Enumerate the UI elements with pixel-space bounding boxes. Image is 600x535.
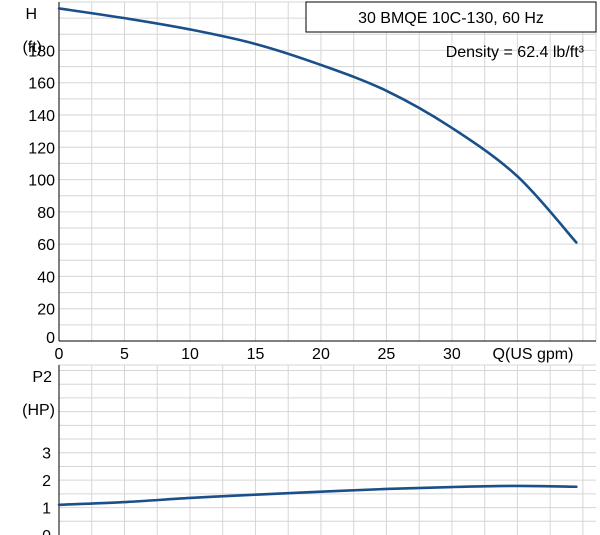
head-y-axis-label: H <box>25 6 37 23</box>
power-y-tick-labels: 0 1 2 3 <box>42 446 51 535</box>
x-tick-label: 0 <box>55 346 64 363</box>
chart-title: 30 BMQE 10C-130, 60 Hz <box>358 10 544 27</box>
x-tick-label: 20 <box>312 346 330 363</box>
x-tick-label: 30 <box>443 346 461 363</box>
head-curve <box>57 7 578 244</box>
power-y-tick-label: 0 <box>42 528 51 535</box>
head-x-tick-labels: 0 5 10 15 20 25 30 <box>55 346 461 363</box>
head-y-tick-label: 80 <box>37 205 55 222</box>
power-curve <box>57 484 578 507</box>
head-y-tick-label: 40 <box>37 269 55 286</box>
title-box <box>305 1 597 33</box>
power-y-tick-label: 2 <box>42 473 51 490</box>
head-y-tick-label: 180 <box>28 43 55 60</box>
head-y-tick-label: 100 <box>28 173 55 190</box>
power-y-tick-label: 1 <box>42 501 51 518</box>
x-axis-label: Q(US gpm) <box>493 346 574 363</box>
power-y-axis-label: P2 <box>32 369 52 386</box>
head-y-tick-label: 20 <box>37 302 55 319</box>
head-chart-axes <box>58 2 596 342</box>
head-y-tick-labels: 0 20 40 60 80 100 120 140 160 180 <box>28 43 55 347</box>
density-annotation: Density = 62.4 lb/ft³ <box>446 44 585 61</box>
head-y-tick-label: 160 <box>28 76 55 93</box>
head-y-tick-label: 60 <box>37 237 55 254</box>
x-tick-label: 10 <box>181 346 199 363</box>
head-y-tick-label: 140 <box>28 108 55 125</box>
head-chart-grid <box>59 1 597 341</box>
head-y-tick-label: 120 <box>28 140 55 157</box>
power-y-tick-label: 3 <box>42 446 51 463</box>
x-tick-label: 15 <box>247 346 265 363</box>
x-tick-label: 25 <box>378 346 396 363</box>
head-y-tick-label: 0 <box>46 330 55 347</box>
power-chart-grid <box>59 364 596 535</box>
head-y-axis-unit: (ft) <box>22 39 42 56</box>
power-y-axis-unit: (HP) <box>22 402 55 419</box>
x-tick-label: 5 <box>120 346 129 363</box>
